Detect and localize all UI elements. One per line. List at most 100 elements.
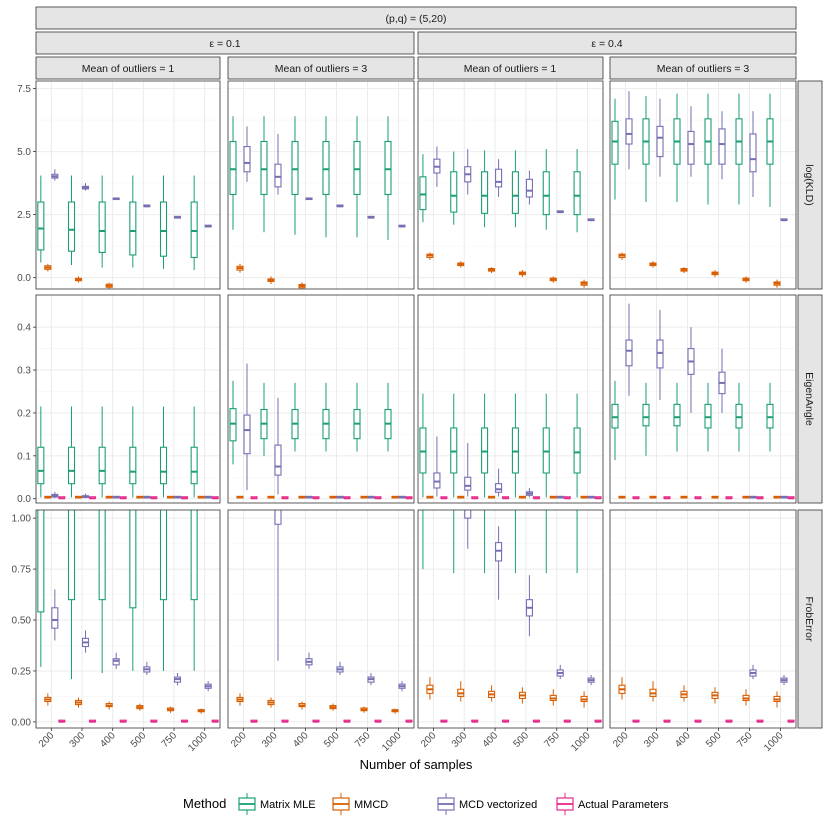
box-body [129,510,137,609]
box-mcd-vectorized-500 [143,661,151,676]
legend-title: Method [183,796,226,811]
x-tick-label: 500 [511,730,531,750]
row-strip-box-3 [797,509,823,729]
box-body [625,118,633,145]
box-actual-parameters-750 [374,496,382,500]
panel-border [227,509,415,729]
box-body [67,201,76,252]
box-matrix-mle-400 [481,150,489,228]
box-matrix-mle-200 [419,154,427,223]
box-matrix-mle-1000 [190,510,198,671]
x-tick-label: 200 [37,730,57,750]
epsilon-strip-label-2: ε = 0.4 [591,38,622,50]
box-body [642,403,650,427]
panel-border [35,80,221,290]
box-matrix-mle-1000 [573,149,581,233]
box-mcd-vectorized-400 [495,468,503,497]
panel-background [610,295,796,503]
box-mcd-vectorized-300 [656,98,664,177]
box-body [137,291,143,294]
box-actual-parameters-1000 [405,496,413,500]
box-actual-parameters-400 [694,719,702,723]
box-actual-parameters-1000 [787,719,795,723]
box-matrix-mle-750 [735,93,743,205]
box-mmcd-400 [488,495,496,499]
legend-key-matrix-mle: Matrix MLE [238,793,316,815]
box-matrix-mle-400 [291,382,299,452]
box-body [190,510,198,601]
y-tick-label: 1.00 [12,514,32,525]
box-mmcd-750 [549,276,557,283]
box-mcd-vectorized-500 [525,170,533,205]
box-mmcd-500 [329,495,337,499]
x-tick-label: 300 [68,730,88,750]
panel-border [227,80,415,290]
box-body [481,171,489,214]
legend-key-mcd-vectorized: MCD vectorized [437,793,537,815]
box-matrix-mle-400 [484,510,486,574]
panel-background [36,295,220,503]
box-mcd-vectorized-300 [81,183,90,191]
box-mmcd-300 [267,697,275,708]
box-actual-parameters-750 [374,719,382,723]
box-matrix-mle-400 [291,116,299,235]
box-mmcd-500 [136,495,144,499]
boxplot-group [611,303,795,500]
box-mmcd-300 [74,495,83,499]
box-mmcd-1000 [197,495,205,499]
box-body [625,339,633,367]
box-body [37,446,45,485]
box-matrix-mle-1000 [766,382,774,452]
column-strip-box-3 [417,56,604,80]
x-tick-label: 200 [419,730,439,750]
box-mmcd-400 [298,282,306,289]
box-actual-parameters-200 [632,496,640,500]
box-matrix-mle-1000 [573,393,581,498]
box-mmcd-200 [426,252,434,261]
box-body [37,510,45,613]
box-matrix-mle-750 [159,406,168,498]
box-matrix-mle-1000 [576,510,578,574]
box-matrix-mle-1000 [384,382,392,452]
box-mmcd-300 [457,681,465,702]
box-actual-parameters-400 [312,496,320,500]
box-body [112,658,120,666]
box-body [766,403,774,429]
boxplot-group [229,116,406,289]
box-actual-parameters-300 [281,496,289,500]
box-matrix-mle-300 [453,510,455,574]
box-body [37,201,45,251]
legend-label: Actual Parameters [578,799,669,811]
box-actual-parameters-750 [756,496,764,500]
box-body [450,171,458,213]
box-body [260,140,268,196]
top-strip-label: (p,q) = (5,20) [386,13,447,25]
box-actual-parameters-1000 [594,496,602,500]
box-matrix-mle-300 [450,151,458,225]
box-body [51,607,59,629]
box-body [98,446,106,485]
box-actual-parameters-500 [343,719,351,723]
panel-background [418,510,603,728]
box-body [611,403,619,429]
box-mcd-vectorized-400 [495,159,503,197]
box-mmcd-1000 [773,279,781,288]
box-mcd-vectorized-400 [495,526,503,600]
column-strip-box-4 [609,56,797,80]
box-mcd-vectorized-1000 [780,495,788,499]
box-matrix-mle-750 [159,175,168,269]
panel-background [228,295,414,503]
box-mcd-vectorized-200 [51,589,59,641]
box-actual-parameters-750 [563,719,571,723]
box-actual-parameters-750 [180,719,189,723]
box-mmcd-300 [267,495,275,499]
boxplot-group [236,510,413,723]
legend-key-actual-parameters: Actual Parameters [556,793,669,815]
epsilon-strip-label-1: ε = 0.1 [209,38,240,50]
box-matrix-mle-200 [229,380,237,465]
box-matrix-mle-1000 [190,406,198,498]
box-matrix-mle-750 [542,393,550,498]
box-mcd-vectorized-750 [367,495,375,499]
box-mcd-vectorized-750 [367,672,375,686]
box-mcd-vectorized-750 [173,495,182,499]
